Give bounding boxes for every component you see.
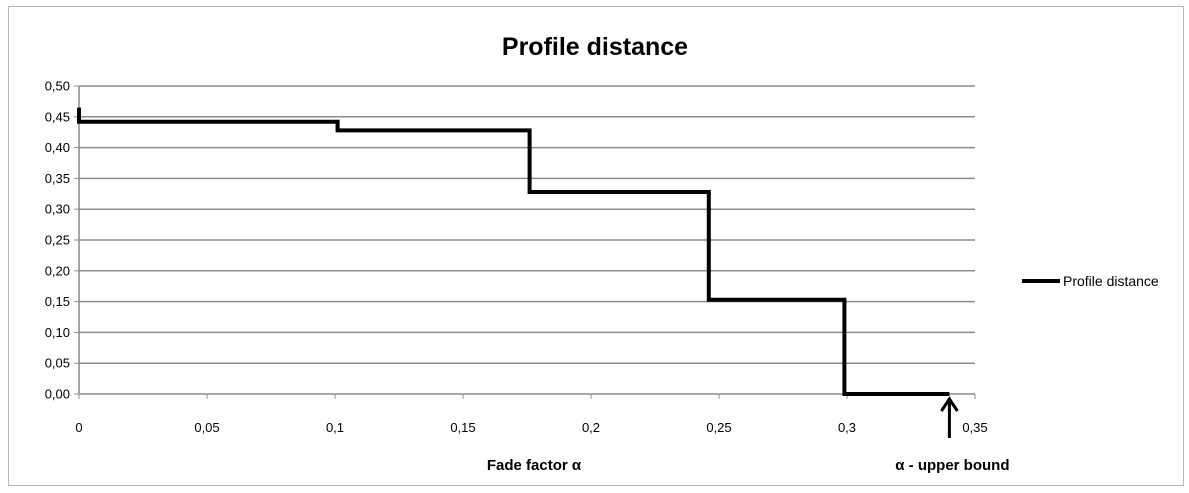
y-tick-label: 0,00 <box>45 387 70 402</box>
series-group <box>77 107 950 396</box>
grid-lines <box>79 85 975 364</box>
legend[interactable]: Profile distance <box>1022 273 1159 289</box>
chart-title: Profile distance <box>502 33 688 61</box>
chart-frame <box>8 6 1184 486</box>
y-tick-label: 0,50 <box>45 79 70 94</box>
y-tick-label: 0,10 <box>45 325 70 340</box>
y-tick-label: 0,40 <box>45 140 70 155</box>
x-tick-label: 0,35 <box>962 420 987 435</box>
x-tick-label: 0,1 <box>326 420 344 435</box>
y-tick-label: 0,20 <box>45 263 70 278</box>
annotation-group: α - upper bound <box>895 396 1010 474</box>
axes <box>78 86 975 395</box>
x-tick-label: 0,3 <box>838 420 856 435</box>
y-axis-ticks: 0,00 0,05 0,10 0,15 0,20 0,25 0,30 0,35 0,40 0,45… <box>45 79 79 402</box>
y-tick-label: 0,35 <box>45 171 70 186</box>
x-tick-label: 0,15 <box>450 420 475 435</box>
y-tick-label: 0,25 <box>45 233 70 248</box>
x-tick-label: 0,05 <box>194 420 219 435</box>
x-tick-label: 0,25 <box>706 420 731 435</box>
annotation-arrow-head <box>940 396 959 412</box>
y-tick-label: 0,30 <box>45 202 70 217</box>
x-tick-label: 0,2 <box>582 420 600 435</box>
annotation-label: α - upper bound <box>895 457 1009 474</box>
x-tick-label: 0 <box>75 420 82 435</box>
y-tick-label: 0,45 <box>45 109 70 124</box>
x-axis-label: Fade factor α <box>487 457 582 474</box>
legend-label-profile-distance: Profile distance <box>1063 273 1159 289</box>
annotation-upper-bound: α - upper bound <box>895 396 1010 474</box>
series-line-profile-distance <box>77 107 950 396</box>
y-tick-label: 0,05 <box>45 356 70 371</box>
y-tick-label: 0,15 <box>45 294 70 309</box>
x-axis-ticks: 0 0,05 0,1 0,15 0,2 0,25 0,3 0,35 <box>75 394 988 435</box>
